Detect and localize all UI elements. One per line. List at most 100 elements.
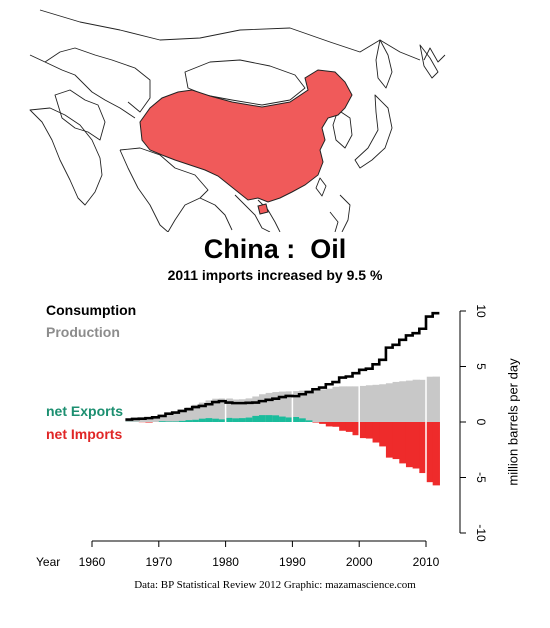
production-bar-1983	[245, 398, 253, 422]
production-bar-2005	[392, 381, 400, 422]
map-border-west	[29, 54, 136, 119]
map-border-kamchatka	[419, 44, 439, 79]
net-imports-bar-1968	[145, 422, 153, 423]
x-axis-label: Year	[36, 555, 60, 569]
net-imports-bar-2005	[392, 422, 400, 460]
net-exports-bar-1988	[279, 416, 287, 422]
y-axis-label: million barrels per day	[505, 358, 520, 486]
net-exports-bar-1978	[212, 418, 220, 422]
net-exports-bar-1984	[252, 415, 260, 422]
production-bar-2009	[419, 379, 427, 422]
production-bar-1985	[259, 394, 267, 422]
map-border-russia	[39, 9, 421, 61]
production-bar-2006	[399, 381, 407, 422]
production-bar-1979	[218, 398, 227, 422]
map-border-alaska-tip	[423, 47, 446, 63]
legend-consumption: Consumption	[46, 302, 137, 318]
net-exports-bar-1990	[292, 417, 300, 422]
net-exports-bar-1980	[225, 417, 233, 422]
production-bar-1995	[325, 388, 334, 422]
map-border-central-asia	[44, 47, 151, 113]
x-tick-label-2000: 2000	[346, 555, 373, 569]
map-border-korea	[332, 109, 353, 149]
legend-production: Production	[46, 324, 120, 340]
map-border-philippines	[329, 194, 351, 232]
production-bar-2008	[412, 379, 420, 422]
net-exports-bar-1989	[285, 417, 293, 422]
net-imports-bar-1998	[345, 422, 354, 432]
legend-net-exports: net Exports	[46, 403, 124, 419]
net-exports-bar-1981	[232, 418, 240, 422]
chart-subtitle: 2011 imports increased by 9.5 %	[167, 267, 383, 283]
map-border-india-west	[119, 149, 169, 232]
map-border-indochina	[234, 194, 271, 232]
production-bar-1976	[198, 402, 207, 422]
production-bar-1999	[352, 386, 360, 422]
production-bar-1993	[312, 389, 320, 422]
hainan-shape	[257, 203, 269, 215]
production-bar-2007	[405, 380, 414, 422]
production-bar-1977	[205, 400, 213, 422]
production-bar-1970	[158, 415, 167, 422]
map-border-arabia	[29, 107, 103, 206]
x-tick-label-2010: 2010	[413, 555, 440, 569]
net-exports-bar-1971	[165, 421, 173, 422]
production-bar-1989	[285, 391, 293, 422]
net-exports-bar-1977	[205, 418, 213, 422]
y-tick-label-5: 5	[474, 363, 488, 370]
net-imports-bar-2004	[385, 422, 394, 458]
production-bar-1969	[152, 417, 160, 422]
china-shape	[139, 69, 353, 203]
production-bar-1992	[305, 390, 314, 422]
legend-net-imports: net Imports	[46, 426, 123, 442]
production-bar-1967	[138, 418, 147, 422]
net-imports-bar-2008	[412, 422, 420, 469]
map-border-iran	[54, 89, 106, 141]
x-tick-label-1980: 1980	[212, 555, 239, 569]
y-tick-label--5: -5	[474, 472, 488, 483]
china-locator-map	[29, 9, 446, 232]
net-imports-bar-2001	[365, 422, 374, 439]
net-exports-bar-1983	[245, 417, 253, 422]
y-tick-label--10: -10	[474, 524, 488, 542]
x-tick-label-1970: 1970	[145, 555, 172, 569]
y-tick-label-10: 10	[474, 304, 488, 318]
net-exports-bar-1982	[238, 418, 247, 422]
production-bar-2001	[365, 385, 374, 422]
production-bar-1971	[165, 413, 173, 422]
production-bar-1998	[345, 386, 354, 422]
map-border-seasia	[199, 197, 233, 231]
production-bar-2004	[385, 383, 394, 422]
net-exports-bar-1986	[265, 415, 273, 422]
production-bar-2010	[426, 376, 434, 422]
map-border-japan	[354, 94, 393, 169]
net-exports-bar-1987	[272, 415, 280, 422]
net-imports-bar-1996	[332, 422, 340, 427]
production-bar-1974	[185, 407, 193, 422]
consumption-line	[125, 311, 440, 421]
production-bar-1972	[172, 412, 180, 422]
production-bar-1997	[339, 386, 347, 422]
net-imports-bar-1999	[352, 422, 360, 436]
net-imports-bar-2003	[379, 422, 387, 447]
net-imports-bar-1994	[319, 422, 327, 424]
production-bar-2002	[372, 384, 380, 422]
net-imports-bar-2009	[419, 422, 427, 474]
production-bar-1987	[272, 392, 280, 422]
net-exports-bar-1974	[185, 420, 193, 422]
oil-chart: Year 1960 1970 1980 1990 2000 2010 -10 -5 0 5 10 mi…	[36, 304, 520, 569]
x-tick-label-1960: 1960	[79, 555, 106, 569]
production-bar-2000	[359, 385, 367, 422]
production-bar-1978	[212, 398, 220, 422]
production-bar-1986	[265, 392, 273, 422]
net-imports-bar-1993	[312, 422, 320, 423]
chart-title: China : Oil	[203, 234, 347, 264]
net-exports-bar-1991	[299, 418, 307, 422]
net-exports-bar-1976	[198, 418, 207, 422]
x-tick-label-1990: 1990	[279, 555, 306, 569]
production-bar-2003	[379, 384, 387, 422]
net-imports-bar-2002	[372, 422, 380, 443]
net-exports-bar-1985	[259, 415, 267, 422]
source-credit: Data: BP Statistical Review 2012 Graphic…	[134, 579, 416, 591]
net-imports-bar-2006	[399, 422, 407, 464]
